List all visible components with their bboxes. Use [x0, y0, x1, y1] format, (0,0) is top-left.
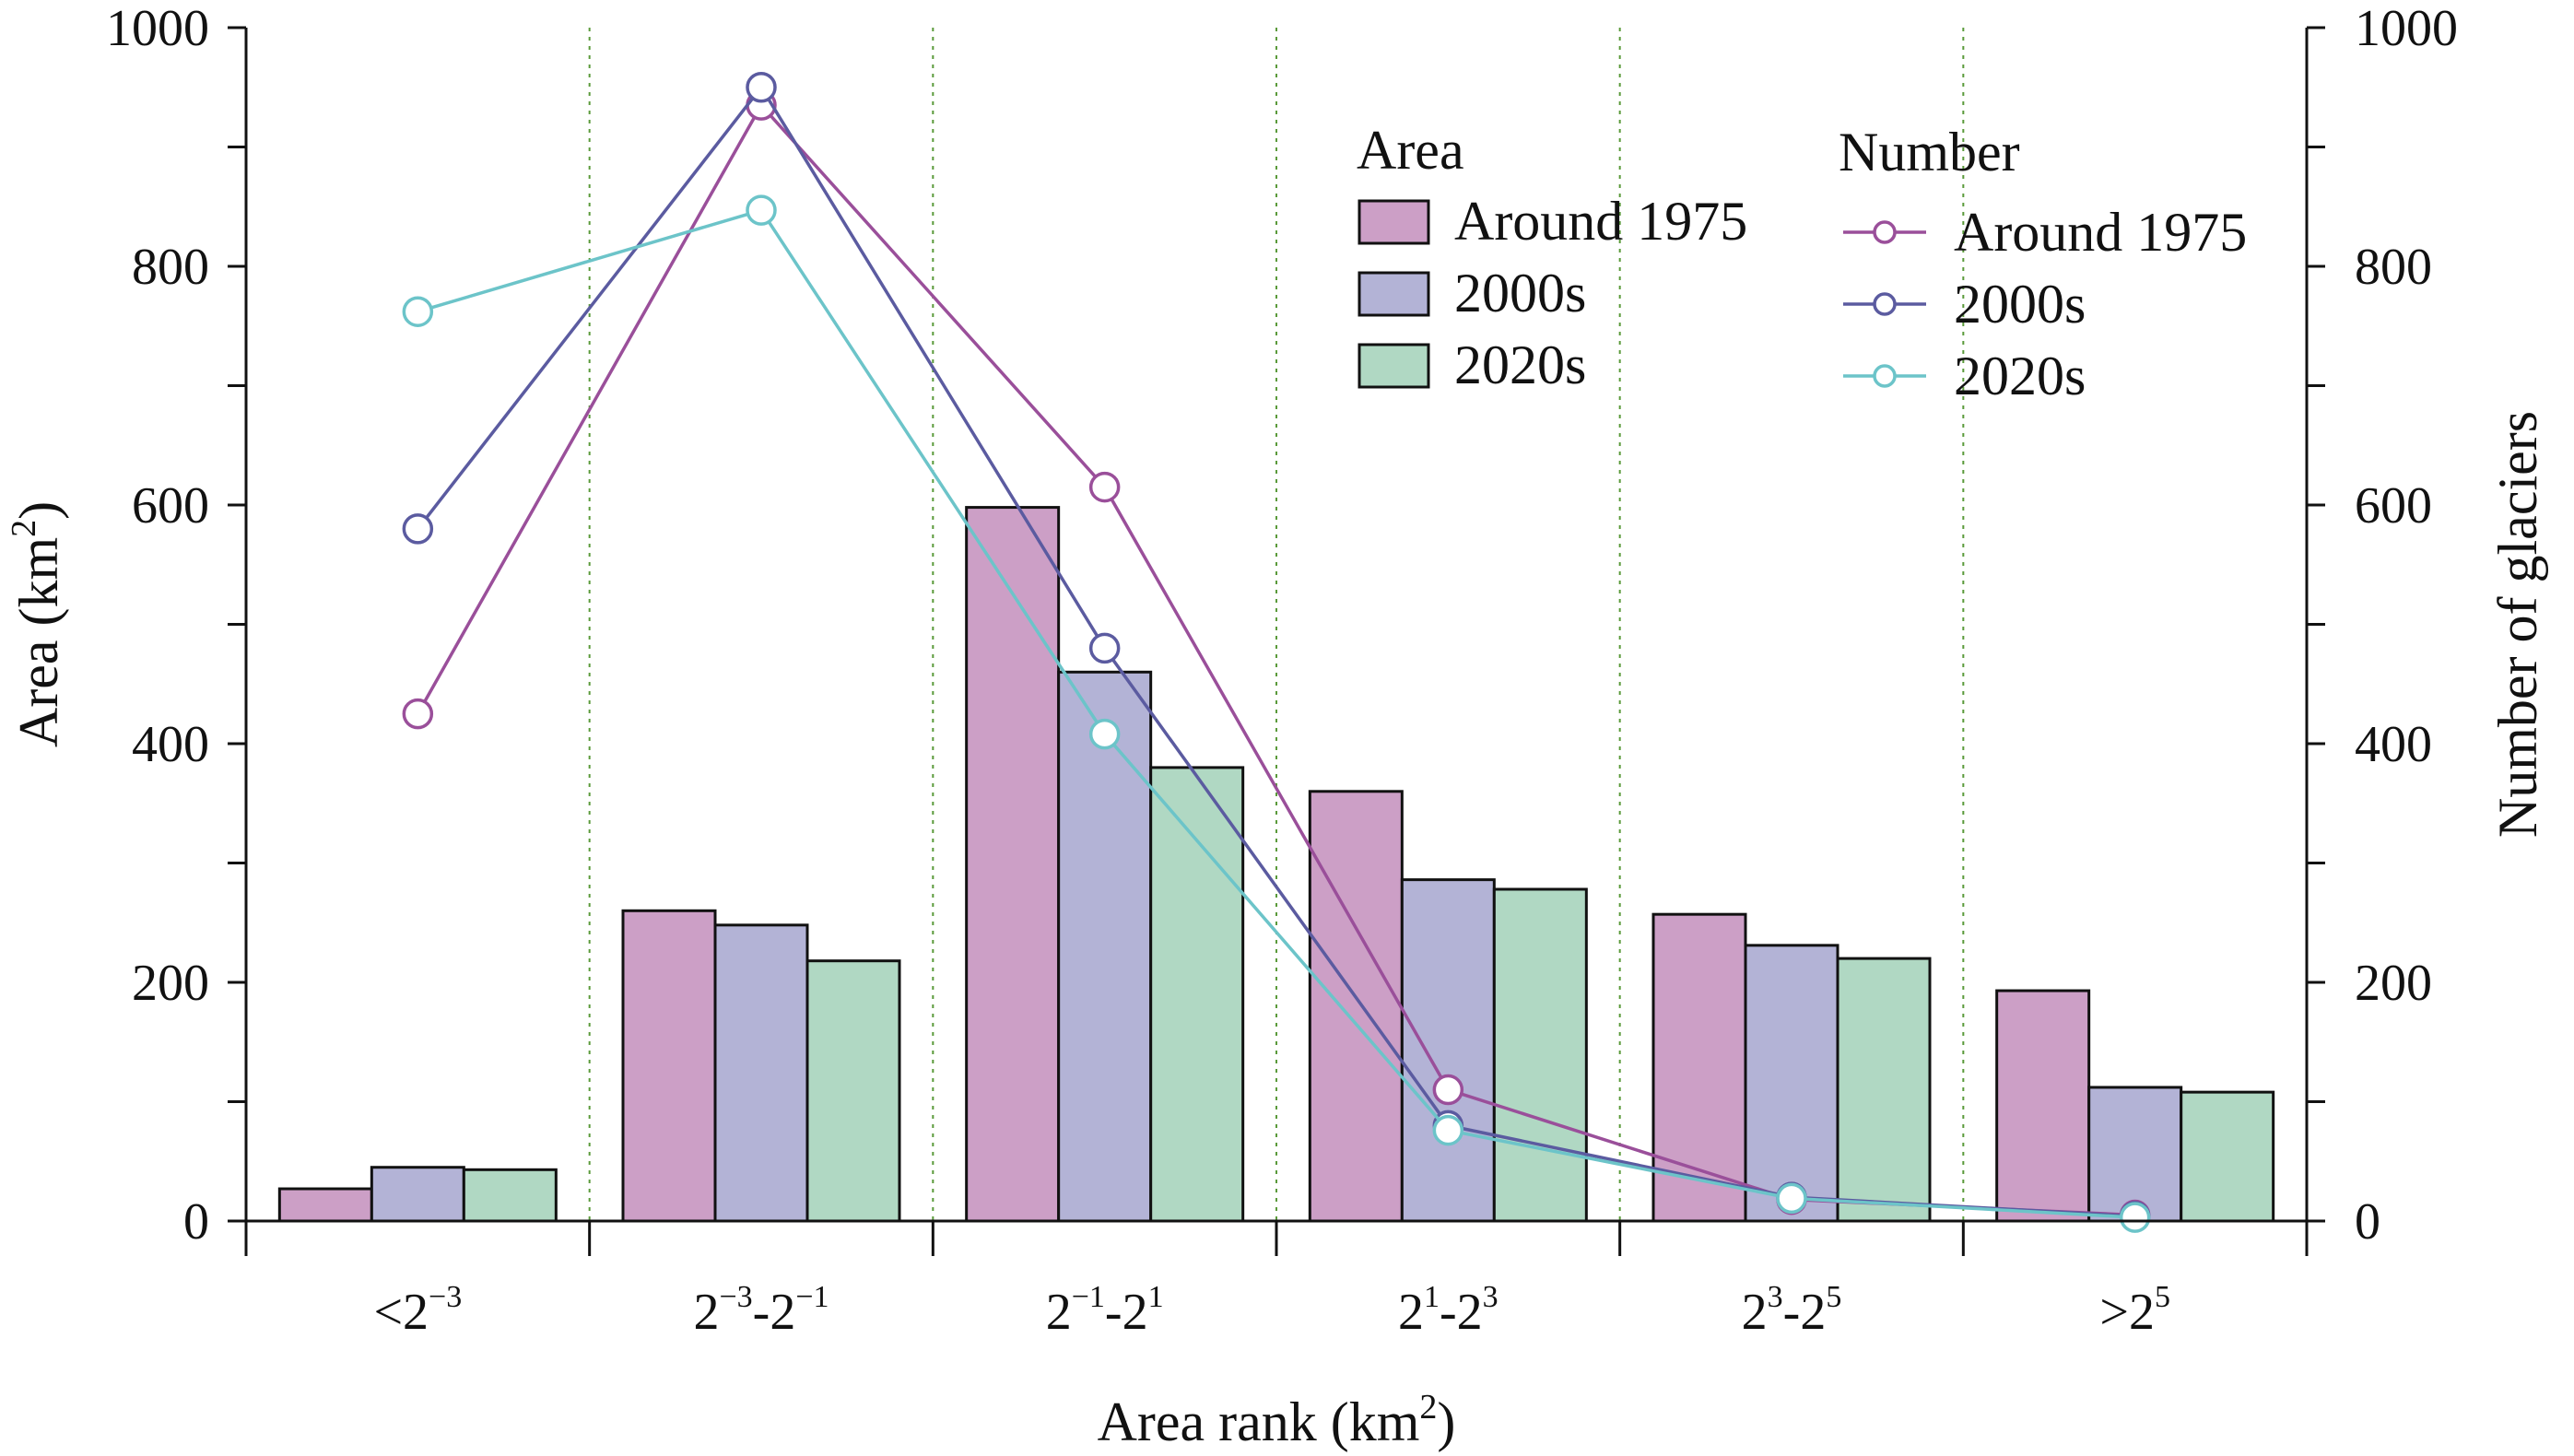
legend-label: Around 1975	[1954, 202, 2247, 263]
legend-area-title: Area	[1357, 120, 1464, 181]
bar	[2087, 1086, 2183, 1223]
point	[2119, 1202, 2151, 1233]
bar	[805, 959, 901, 1223]
y-tick-label: 1000	[106, 0, 209, 57]
x-tick-label: <2−3​	[373, 1280, 462, 1341]
point	[746, 72, 777, 103]
y2-axis-title: Number of glaciers	[2487, 411, 2548, 838]
legend-label: 2000s	[1954, 274, 2086, 335]
legend-swatch	[1358, 343, 1430, 389]
bar	[1149, 766, 1245, 1223]
bar	[1492, 887, 1588, 1223]
y-axis-title: Area (km2)	[5, 501, 69, 747]
legend-label: 2020s	[1454, 335, 1586, 395]
legend-swatch	[1358, 271, 1430, 317]
y2-tick-label: 1000	[2355, 0, 2458, 57]
point	[1776, 1182, 1807, 1215]
y-tick-label: 400	[132, 716, 209, 773]
bar	[1744, 944, 1839, 1223]
bar	[370, 1166, 465, 1223]
y2-tick-label: 0	[2355, 1193, 2380, 1251]
point	[402, 513, 434, 545]
axes: 0 200 400 600 800 1000 0 200 400 600 800 1000 <2−3​ 2…	[5, 0, 2548, 1452]
legend-marker	[1873, 364, 1897, 388]
y-tick-label: 200	[132, 955, 209, 1012]
legend-label: Around 1975	[1454, 191, 1747, 252]
y2-tick-label: 800	[2355, 239, 2432, 296]
x-tick-label: >25​	[2099, 1280, 2170, 1341]
bar	[965, 506, 1061, 1223]
legend-label: 2000s	[1454, 263, 1586, 323]
number-lines	[402, 72, 2151, 1233]
legend-label: 2020s	[1954, 346, 2086, 406]
point	[1088, 718, 1121, 750]
y-tick-label: 0	[183, 1193, 209, 1251]
bar	[1057, 670, 1153, 1223]
legend: Area Around 1975 2000s 2020s Number Around 19…	[1357, 120, 2247, 406]
point	[746, 194, 777, 226]
bar	[277, 1187, 373, 1223]
bar	[462, 1168, 558, 1223]
y-tick-label: 600	[132, 477, 209, 534]
legend-marker	[1873, 220, 1897, 244]
y-tick-label: 800	[132, 239, 209, 296]
bar	[713, 923, 809, 1223]
x-tick-label: 23​-25​	[1742, 1280, 1842, 1341]
bar	[1836, 957, 1932, 1223]
legend-marker	[1873, 292, 1897, 316]
x-axis-title: Area rank (km2)	[1098, 1388, 1456, 1452]
bar	[2180, 1090, 2275, 1223]
bar	[621, 909, 717, 1223]
x-tick-label: 21​-23​	[1398, 1280, 1499, 1341]
legend-number-title: Number	[1839, 122, 2020, 182]
point	[1432, 1114, 1464, 1146]
bar	[1308, 790, 1404, 1223]
legend-swatch	[1358, 199, 1430, 245]
y2-tick-label: 200	[2355, 955, 2432, 1012]
y2-tick-label: 600	[2355, 477, 2432, 534]
point	[402, 698, 434, 730]
point	[1088, 632, 1121, 664]
y2-tick-label: 400	[2355, 716, 2432, 773]
area-bars	[277, 506, 2275, 1223]
point	[1432, 1074, 1464, 1106]
bar	[1995, 989, 2091, 1223]
x-tick-label: 2−3​-2−1​	[693, 1280, 829, 1341]
point	[1088, 471, 1121, 503]
series-line	[417, 208, 2135, 1219]
point	[402, 296, 434, 327]
x-tick-label: 2−1​-21​	[1046, 1280, 1164, 1341]
bar	[1400, 878, 1496, 1223]
